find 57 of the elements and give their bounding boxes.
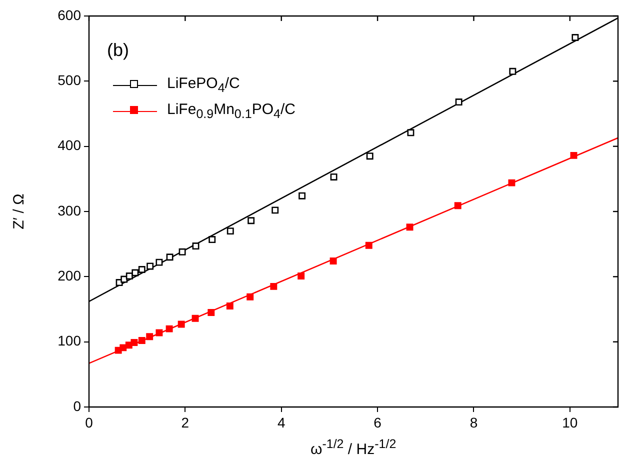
point <box>156 258 163 266</box>
point <box>138 337 146 344</box>
point <box>192 242 200 250</box>
point <box>226 302 234 310</box>
point <box>156 329 163 336</box>
annotation: (b) <box>107 40 129 60</box>
x-tick-label: 6 <box>374 414 382 430</box>
point <box>146 262 154 270</box>
point <box>132 269 139 276</box>
y-tick-label: 100 <box>58 332 82 349</box>
point <box>138 266 146 273</box>
point <box>166 325 173 332</box>
x-tick-label: 0 <box>85 414 94 430</box>
point <box>455 98 462 106</box>
y-tick-label: 500 <box>58 72 82 88</box>
point <box>366 152 374 160</box>
point <box>407 129 414 136</box>
point <box>130 339 138 346</box>
point <box>406 224 414 231</box>
point <box>454 202 462 210</box>
point <box>270 282 278 290</box>
y-tick-label: 400 <box>58 137 82 154</box>
point <box>365 242 372 249</box>
point <box>246 293 254 300</box>
x-axis-title: ω$^{-1/2}$ / Hz$^{-1/2}$ <box>310 437 396 458</box>
y-tick-label: 0 <box>73 398 82 414</box>
point <box>120 344 127 352</box>
point <box>508 179 516 186</box>
point <box>572 34 579 41</box>
point <box>570 152 578 159</box>
point <box>330 258 337 265</box>
point <box>272 206 279 214</box>
point <box>330 173 338 180</box>
point <box>248 217 255 224</box>
x-tick-label: 8 <box>470 414 478 430</box>
x-tick-label: 4 <box>277 414 286 430</box>
point <box>509 68 516 75</box>
point <box>120 276 128 283</box>
legend-label: LiFe$_{0.9}$Mn$_{0.1}$PO$_{4}$/C <box>167 101 296 121</box>
point <box>178 320 185 328</box>
point <box>298 272 305 280</box>
point <box>298 192 306 200</box>
point <box>126 272 133 280</box>
y-tick-label: 200 <box>58 268 82 284</box>
point <box>192 314 199 322</box>
y-tick-label: 600 <box>58 6 82 23</box>
point <box>146 333 154 340</box>
legend-label: LiFePO$_{4}$/C <box>167 75 240 95</box>
point <box>208 236 216 243</box>
point <box>226 228 234 235</box>
x-tick-label: 2 <box>181 414 190 430</box>
point <box>166 254 174 261</box>
point <box>208 309 215 316</box>
x-tick-label: 10 <box>562 414 578 430</box>
point <box>178 248 186 256</box>
y-axis-title: Z′ / Ω <box>10 194 28 230</box>
y-tick-label: 300 <box>58 202 82 218</box>
